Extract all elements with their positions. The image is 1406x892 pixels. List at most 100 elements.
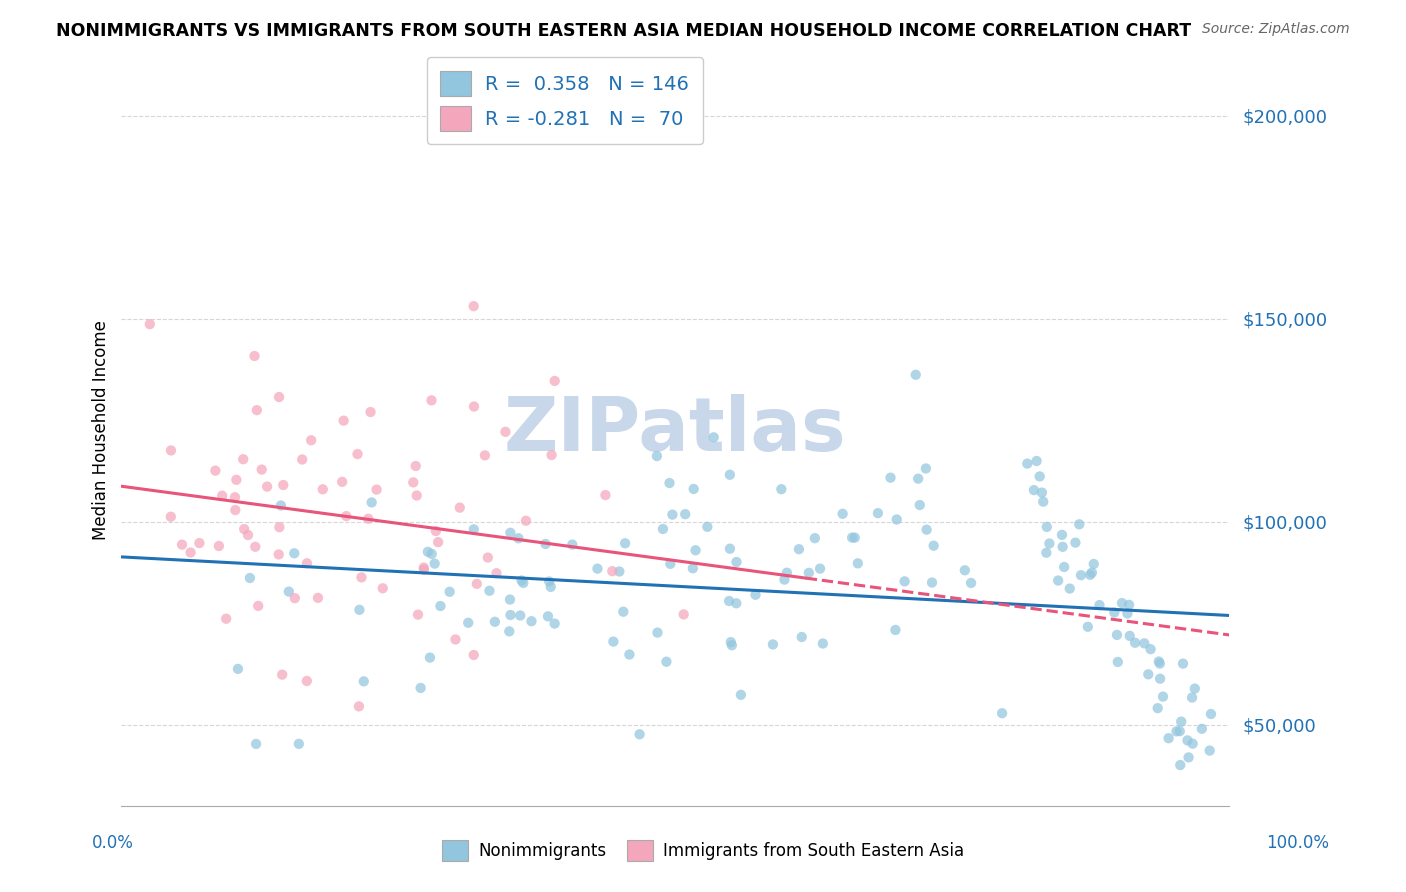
- Point: [236, 528, 259, 542]
- Point: [1123, 636, 1146, 650]
- Point: [402, 475, 425, 490]
- Point: [1119, 629, 1142, 643]
- Point: [811, 636, 834, 650]
- Point: [544, 374, 567, 388]
- Point: [922, 539, 945, 553]
- Point: [232, 452, 254, 467]
- Point: [893, 574, 915, 589]
- Point: [1177, 733, 1199, 747]
- Point: [224, 490, 246, 504]
- Point: [725, 555, 748, 569]
- Point: [270, 499, 292, 513]
- Point: [831, 507, 853, 521]
- Point: [225, 473, 247, 487]
- Point: [682, 482, 704, 496]
- Point: [797, 566, 820, 580]
- Point: [295, 556, 318, 570]
- Point: [1069, 517, 1091, 532]
- Point: [188, 536, 211, 550]
- Point: [540, 448, 562, 462]
- Point: [1149, 657, 1171, 671]
- Point: [463, 299, 485, 313]
- Point: [921, 575, 943, 590]
- Point: [439, 584, 461, 599]
- Point: [360, 495, 382, 509]
- Text: ZIPatlas: ZIPatlas: [505, 394, 846, 467]
- Point: [277, 584, 299, 599]
- Point: [718, 541, 741, 556]
- Point: [886, 512, 908, 526]
- Point: [904, 368, 927, 382]
- Point: [1137, 667, 1160, 681]
- Point: [425, 524, 447, 538]
- Point: [312, 483, 335, 497]
- Point: [1059, 582, 1081, 596]
- Point: [349, 603, 371, 617]
- Point: [499, 525, 522, 540]
- Point: [685, 543, 707, 558]
- Point: [250, 462, 273, 476]
- Point: [247, 599, 270, 613]
- Point: [405, 489, 427, 503]
- Point: [808, 561, 831, 575]
- Point: [347, 699, 370, 714]
- Point: [360, 405, 382, 419]
- Point: [1147, 655, 1170, 669]
- Point: [245, 737, 267, 751]
- Point: [915, 523, 938, 537]
- Point: [509, 608, 531, 623]
- Point: [510, 574, 533, 588]
- Point: [211, 489, 233, 503]
- Point: [703, 430, 725, 444]
- Point: [1107, 655, 1129, 669]
- Point: [477, 550, 499, 565]
- Point: [1035, 546, 1057, 560]
- Point: [1149, 672, 1171, 686]
- Point: [628, 727, 651, 741]
- Point: [1181, 737, 1204, 751]
- Point: [160, 443, 183, 458]
- Point: [721, 638, 744, 652]
- Point: [449, 500, 471, 515]
- Point: [485, 566, 508, 581]
- Point: [1083, 557, 1105, 571]
- Point: [494, 425, 516, 439]
- Point: [960, 576, 983, 591]
- Point: [465, 577, 488, 591]
- Point: [267, 390, 290, 404]
- Point: [647, 625, 669, 640]
- Point: [607, 565, 630, 579]
- Point: [600, 564, 623, 578]
- Point: [718, 467, 741, 482]
- Point: [1017, 457, 1039, 471]
- Point: [672, 607, 695, 622]
- Point: [1053, 560, 1076, 574]
- Point: [499, 592, 522, 607]
- Point: [1038, 536, 1060, 550]
- Point: [271, 478, 294, 492]
- Point: [284, 591, 307, 606]
- Point: [1104, 606, 1126, 620]
- Point: [537, 609, 560, 624]
- Point: [1157, 731, 1180, 746]
- Point: [534, 537, 557, 551]
- Point: [423, 557, 446, 571]
- Point: [1047, 574, 1070, 588]
- Point: [1116, 607, 1139, 621]
- Point: [846, 557, 869, 571]
- Point: [991, 706, 1014, 721]
- Point: [538, 574, 561, 589]
- Point: [652, 522, 675, 536]
- Point: [730, 688, 752, 702]
- Point: [267, 548, 290, 562]
- Point: [499, 607, 522, 622]
- Point: [953, 563, 976, 577]
- Point: [866, 506, 889, 520]
- Point: [291, 452, 314, 467]
- Point: [1171, 657, 1194, 671]
- Point: [357, 512, 380, 526]
- Point: [429, 599, 451, 613]
- Text: Source: ZipAtlas.com: Source: ZipAtlas.com: [1202, 22, 1350, 37]
- Point: [515, 514, 537, 528]
- Point: [1032, 494, 1054, 508]
